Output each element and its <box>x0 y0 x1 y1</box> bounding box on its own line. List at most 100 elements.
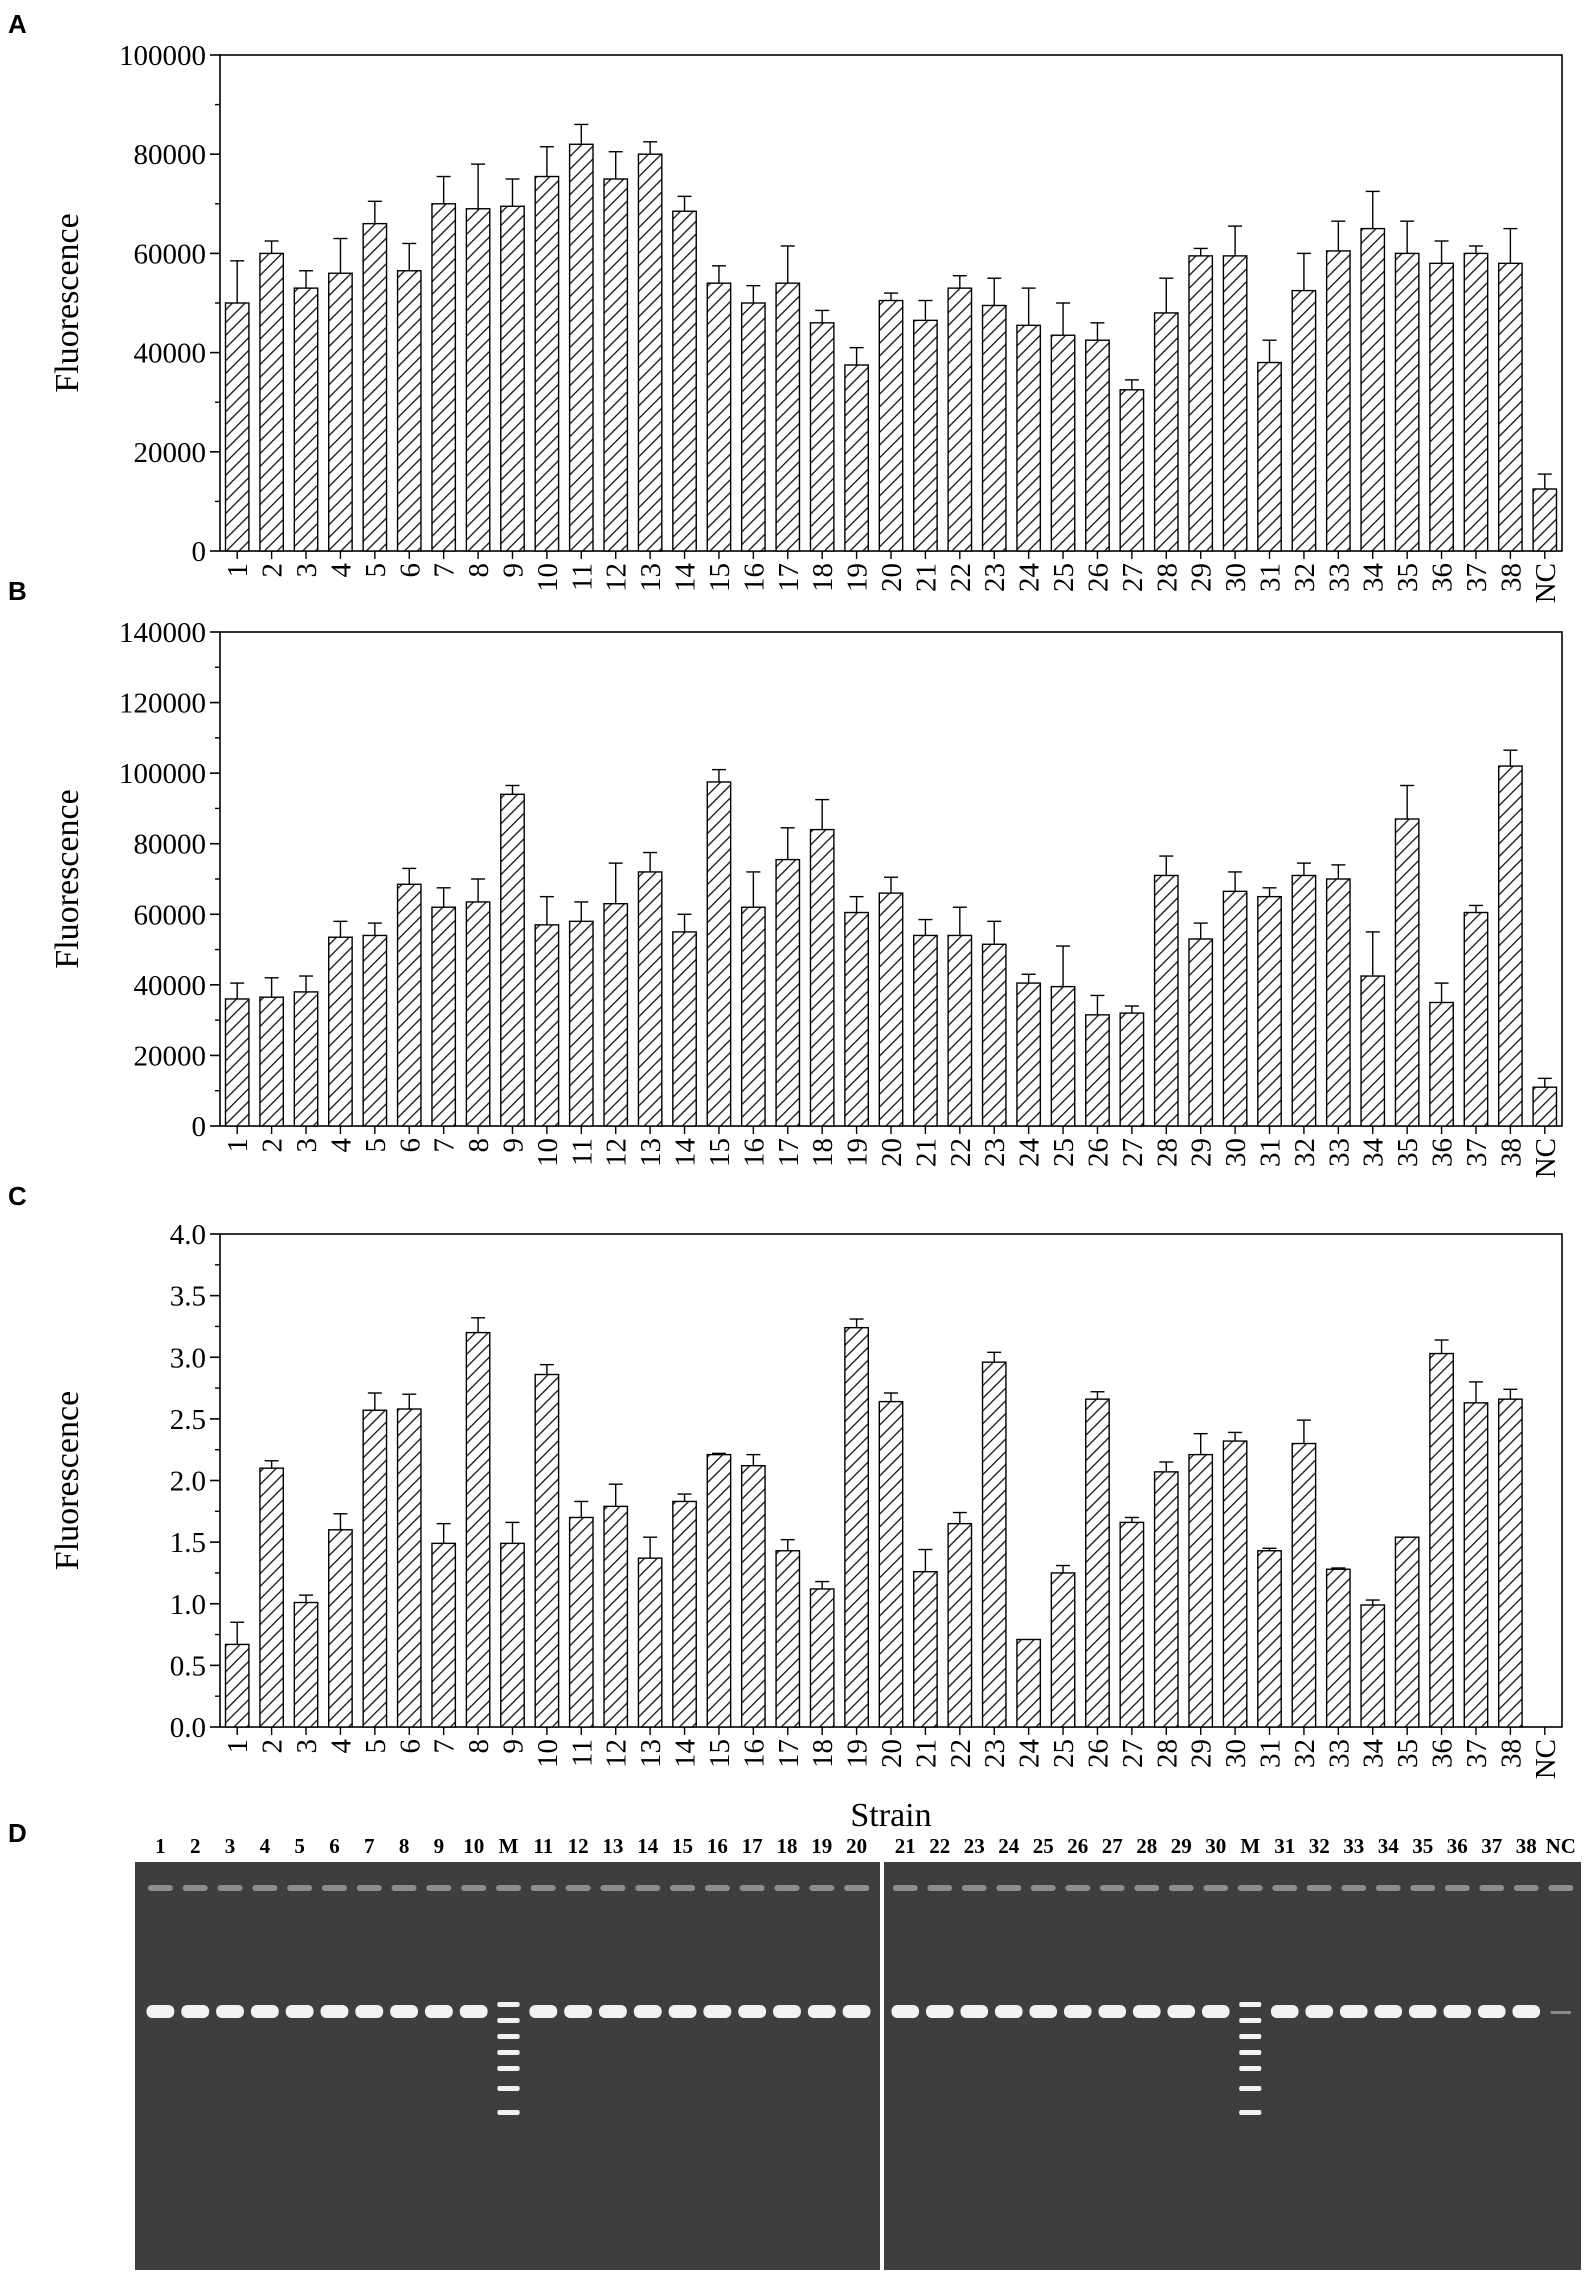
ladder-band <box>497 2066 520 2071</box>
well-16 <box>704 1885 730 1891</box>
bar-36 <box>1429 1352 1454 1728</box>
ladder-band <box>1239 2086 1262 2091</box>
bar-24 <box>1016 982 1042 1127</box>
well-11 <box>530 1885 556 1891</box>
bar-1 <box>224 998 250 1127</box>
bar-13 <box>637 1557 663 1728</box>
lane-label-36: 36 <box>1447 1834 1468 1858</box>
y-tick-label: 0.5 <box>170 1650 206 1682</box>
band-9 <box>424 2005 453 2018</box>
bar-3 <box>293 287 319 552</box>
x-tick-label-35: 35 <box>1392 563 1424 592</box>
well-M <box>495 1885 522 1891</box>
x-tick-label-13: 13 <box>635 1138 667 1167</box>
x-tick-label-21: 21 <box>910 1739 942 1768</box>
bar-14 <box>672 1500 697 1728</box>
y-tick-label: 2.5 <box>170 1404 206 1436</box>
x-tick-label-37: 37 <box>1461 1138 1493 1167</box>
gel-right-bands <box>891 1885 1574 2115</box>
bar-32 <box>1291 1442 1317 1728</box>
bar-22 <box>947 287 973 552</box>
ladder-band <box>497 2110 520 2115</box>
y-axis-title: Fluorescence <box>49 1391 86 1570</box>
bar-37 <box>1463 911 1489 1127</box>
well-31 <box>1272 1885 1298 1891</box>
band-31 <box>1270 2005 1299 2018</box>
bar-11 <box>568 143 594 552</box>
well-7 <box>356 1885 382 1891</box>
x-tick-label-2: 2 <box>257 1138 289 1153</box>
bar-12 <box>603 1505 629 1728</box>
lane-label-26: 26 <box>1067 1834 1088 1858</box>
bar-20 <box>878 1400 904 1728</box>
bar-22 <box>947 934 973 1127</box>
well-2 <box>182 1885 208 1891</box>
x-tick-label-21: 21 <box>910 563 942 592</box>
lane-label-27: 27 <box>1102 1834 1123 1858</box>
bar-28 <box>1153 1471 1179 1728</box>
ladder-band <box>497 2086 520 2091</box>
x-tick-label-10: 10 <box>532 1739 564 1768</box>
x-tick-label-26: 26 <box>1082 1739 1114 1768</box>
bar-20 <box>878 892 904 1127</box>
x-tick-label-29: 29 <box>1186 1138 1218 1167</box>
x-tick-label-24: 24 <box>1014 1739 1046 1769</box>
panel-label-d: D <box>8 1818 27 1848</box>
bar-8 <box>465 901 491 1127</box>
well-3 <box>217 1885 243 1891</box>
x-tick-label-3: 3 <box>291 1138 323 1153</box>
band-26 <box>1063 2005 1092 2018</box>
well-6 <box>321 1885 347 1891</box>
lane-label-NC: NC <box>1546 1834 1576 1858</box>
well-8 <box>391 1885 417 1891</box>
ladder-band <box>1239 2034 1262 2039</box>
band-3 <box>216 2005 244 2018</box>
x-tick-label-28: 28 <box>1151 563 1183 592</box>
ladder-band <box>497 2018 520 2023</box>
well-5 <box>287 1885 313 1891</box>
bar-23 <box>981 943 1007 1127</box>
bar-NC <box>1532 488 1558 552</box>
y-tick-label: 20000 <box>134 437 207 469</box>
x-tick-label-10: 10 <box>532 1138 564 1167</box>
bar-26 <box>1085 339 1110 552</box>
well-M <box>1237 1885 1263 1891</box>
bar-26 <box>1085 1398 1110 1728</box>
bar-35 <box>1394 1536 1420 1728</box>
y-tick-label: 140000 <box>119 617 206 649</box>
well-27 <box>1099 1885 1125 1891</box>
bar-15 <box>706 282 732 552</box>
bar-21 <box>913 934 938 1127</box>
gel-right-lane-labels: 21 22 23 24 25 26 27 28 29 30 M 31 32 33 34 35 36 37 38 NC <box>895 1834 1576 1858</box>
bar-3 <box>293 991 319 1127</box>
ladder-band <box>1239 2018 1262 2023</box>
y-tick-label: 0 <box>192 1111 207 1143</box>
band-36 <box>1443 2005 1472 2018</box>
x-tick-label-11: 11 <box>566 1138 598 1166</box>
x-tick-label-32: 32 <box>1289 1138 1321 1167</box>
x-tick-label-23: 23 <box>979 563 1011 592</box>
x-tick-label-16: 16 <box>738 563 770 592</box>
bar-27 <box>1119 389 1145 552</box>
bar-34 <box>1360 227 1386 552</box>
lane-label-6: 6 <box>329 1834 340 1858</box>
x-tick-label-8: 8 <box>463 1138 495 1153</box>
well-19 <box>809 1885 835 1891</box>
y-tick-label: 0 <box>192 536 207 568</box>
band-30 <box>1201 2005 1230 2018</box>
bar-21 <box>913 1571 938 1728</box>
lane-label-28: 28 <box>1136 1834 1157 1858</box>
bar-18 <box>809 828 835 1127</box>
bar-35 <box>1394 818 1420 1127</box>
lane-label-24: 24 <box>998 1834 1020 1858</box>
bar-18 <box>809 322 835 552</box>
x-tick-label-38: 38 <box>1495 1138 1527 1167</box>
band-38 <box>1512 2005 1541 2018</box>
bar-20 <box>878 299 904 552</box>
x-tick-label-24: 24 <box>1014 1138 1046 1168</box>
band-20 <box>842 2005 871 2018</box>
y-tick-label: 4.0 <box>170 1219 206 1251</box>
bar-15 <box>706 781 732 1127</box>
y-tick-label: 80000 <box>134 829 207 861</box>
x-tick-label-5: 5 <box>360 1138 392 1153</box>
